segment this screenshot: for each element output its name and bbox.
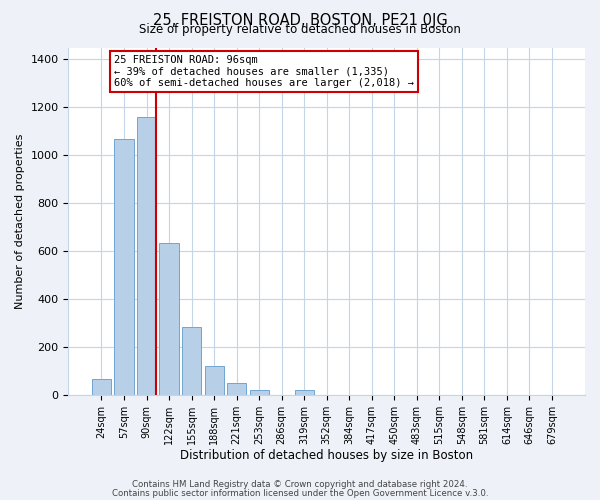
Bar xyxy=(137,117,156,395)
Text: 25, FREISTON ROAD, BOSTON, PE21 0JG: 25, FREISTON ROAD, BOSTON, PE21 0JG xyxy=(152,12,448,28)
Y-axis label: Number of detached properties: Number of detached properties xyxy=(15,134,25,309)
Bar xyxy=(115,138,134,395)
Bar xyxy=(182,326,201,395)
Text: Contains HM Land Registry data © Crown copyright and database right 2024.: Contains HM Land Registry data © Crown c… xyxy=(132,480,468,489)
Bar xyxy=(205,366,224,395)
Bar xyxy=(295,390,314,395)
Text: Contains public sector information licensed under the Open Government Licence v.: Contains public sector information licen… xyxy=(112,488,488,498)
Text: 25 FREISTON ROAD: 96sqm
← 39% of detached houses are smaller (1,335)
60% of semi: 25 FREISTON ROAD: 96sqm ← 39% of detache… xyxy=(114,54,414,88)
Bar xyxy=(250,390,269,395)
Bar xyxy=(160,242,179,395)
X-axis label: Distribution of detached houses by size in Boston: Distribution of detached houses by size … xyxy=(180,450,473,462)
Bar xyxy=(227,384,246,395)
Text: Size of property relative to detached houses in Boston: Size of property relative to detached ho… xyxy=(139,24,461,36)
Bar xyxy=(92,379,111,395)
